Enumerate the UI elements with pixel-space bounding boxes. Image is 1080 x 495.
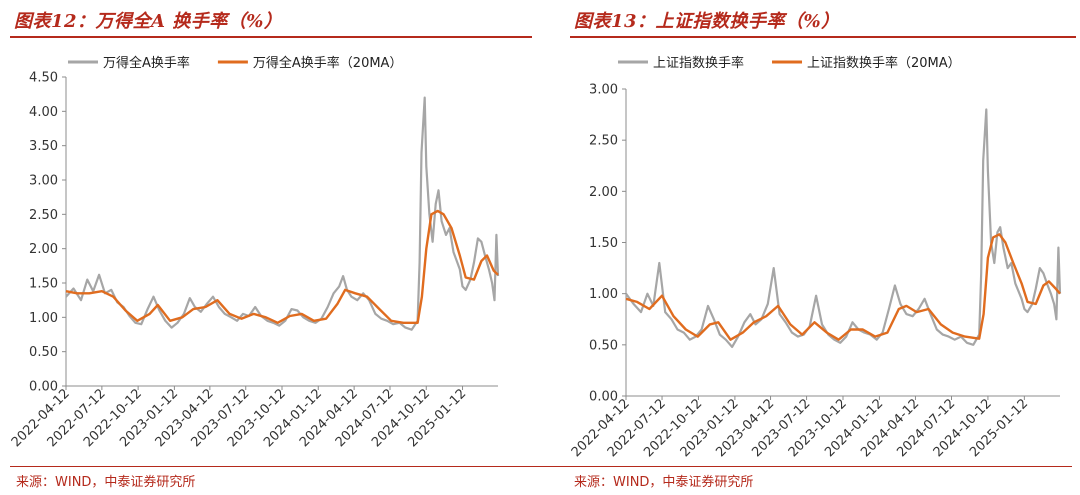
chart-panel-sse: 图表13：上证指数换手率（%） 0.00 0.50 1.00 1.50 2.00 2.50…: [560, 0, 1076, 470]
series-line-ma20: [625, 233, 1061, 341]
series-line-ma20: [65, 209, 499, 324]
y-tick-label: 3.00: [589, 83, 618, 98]
chart-svg: 0.00 0.50 1.00 1.50 2.00 2.50 3.00 3.50 4.00 4.50…: [9, 55, 500, 450]
chart-panel-wind-a: 图表12：万得全A 换手率（%） 0.00 0.50 1.00 1.50 2.00 2.5…: [0, 0, 532, 470]
y-tick-label: 1.00: [589, 287, 618, 302]
y-tick-label: 4.50: [29, 71, 58, 86]
y-tick-label: 0.50: [589, 338, 618, 353]
chart-title: 图表12：万得全A 换手率（%）: [14, 11, 283, 32]
legend-label: 上证指数换手率: [653, 55, 744, 71]
y-tick-label: 3.50: [29, 139, 58, 154]
footer-rule: [10, 466, 1072, 467]
y-tick-label: 0.00: [589, 390, 618, 405]
title-rule: [10, 36, 532, 38]
legend-label: 上证指数换手率（20MA）: [807, 55, 961, 71]
legend: 上证指数换手率 上证指数换手率（20MA）: [618, 55, 961, 71]
legend-label: 万得全A换手率（20MA）: [253, 55, 403, 71]
chart-svg: 0.000.501.001.502.002.503.002022-04-1220…: [569, 55, 1062, 460]
chart-title: 图表13：上证指数换手率（%）: [574, 11, 840, 32]
y-tick-label: 2.50: [29, 208, 58, 223]
y-tick-label: 2.00: [589, 185, 618, 200]
source-note: 来源：WIND，中泰证券研究所: [16, 475, 196, 490]
legend-label: 万得全A换手率: [103, 55, 190, 71]
y-tick-label: 3.00: [29, 174, 58, 189]
y-tick-label: 2.50: [589, 134, 618, 149]
y-tick-label: 2.00: [29, 242, 58, 257]
series-line-raw: [625, 108, 1062, 348]
source-note: 来源：WIND，中泰证券研究所: [574, 475, 754, 490]
y-tick-label: 1.00: [29, 311, 58, 326]
y-tick-label: 1.50: [29, 277, 58, 292]
y-tick-label: 0.00: [29, 380, 58, 395]
y-tick-label: 4.00: [29, 105, 58, 120]
y-tick-label: 1.50: [589, 236, 618, 251]
title-rule: [570, 36, 1076, 38]
y-tick-label: 0.50: [29, 345, 58, 360]
legend: 万得全A换手率 万得全A换手率（20MA）: [68, 55, 402, 71]
